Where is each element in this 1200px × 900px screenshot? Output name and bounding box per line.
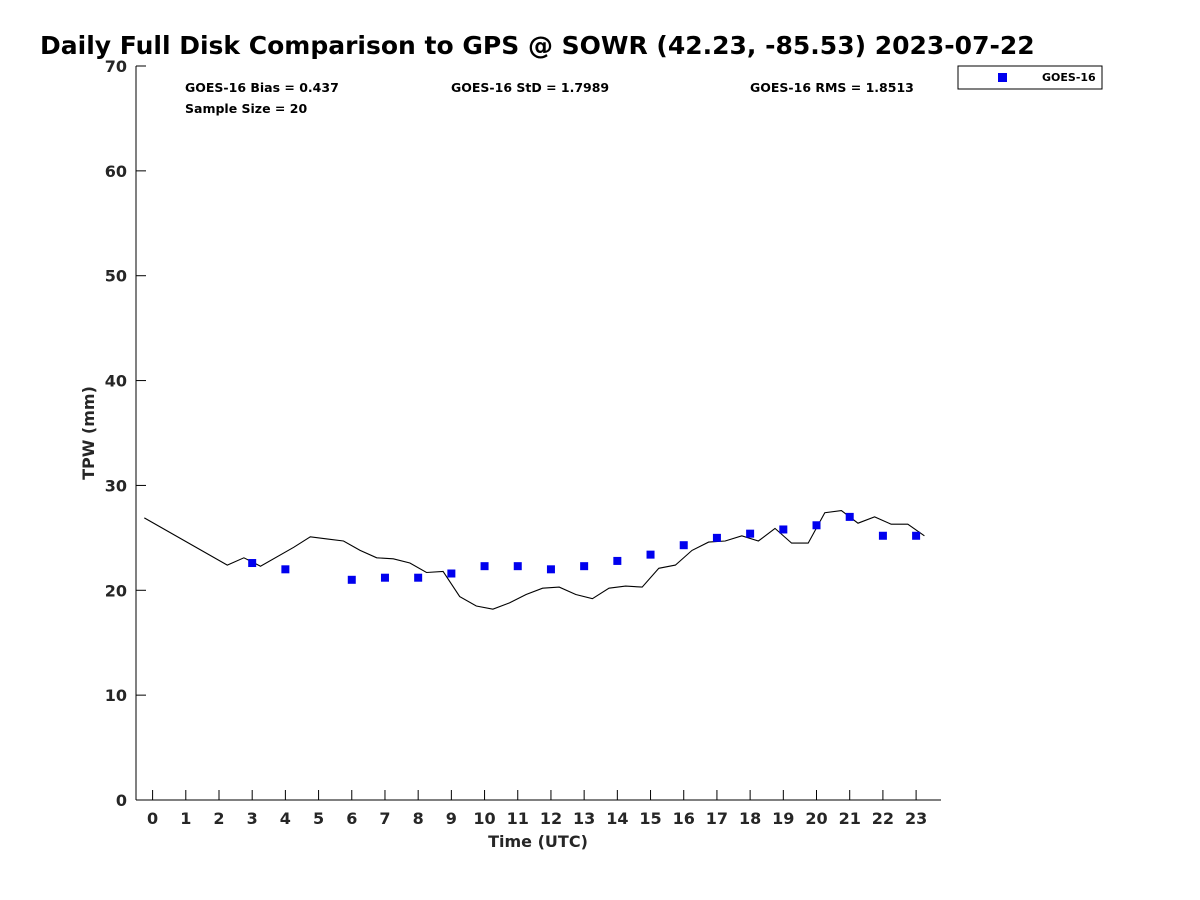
- y-tick-label: 70: [105, 57, 127, 76]
- x-tick-label: 2: [213, 809, 224, 828]
- goes16-point: [679, 541, 688, 550]
- ticks: 0 1 2 3 4 5 6 7 8 9 10 11 12 13 14 15 16 17 18 19 20 21 22 2301…: [105, 57, 928, 828]
- stat-sample-size: Sample Size = 20: [185, 101, 307, 116]
- x-tick-label: 4: [280, 809, 291, 828]
- goes16-point: [347, 575, 356, 584]
- x-tick-label: 11: [507, 809, 529, 828]
- x-tick-label: 1: [180, 809, 191, 828]
- y-tick-label: 0: [116, 791, 127, 810]
- x-tick-label: 8: [413, 809, 424, 828]
- y-tick-label: 60: [105, 162, 127, 181]
- y-tick-label: 40: [105, 372, 127, 391]
- goes16-point: [912, 531, 921, 540]
- x-tick-label: 21: [839, 809, 861, 828]
- x-tick-label: 0: [147, 809, 158, 828]
- x-tick-label: 3: [247, 809, 258, 828]
- goes16-point: [613, 556, 622, 565]
- goes16-point: [845, 512, 854, 521]
- y-tick-label: 10: [105, 686, 127, 705]
- x-axis-label: Time (UTC): [488, 832, 588, 851]
- goes16-point: [779, 525, 788, 534]
- x-tick-label: 9: [446, 809, 457, 828]
- y-tick-label: 20: [105, 581, 127, 600]
- x-tick-label: 19: [772, 809, 794, 828]
- x-tick-label: 16: [673, 809, 695, 828]
- x-tick-label: 7: [379, 809, 390, 828]
- legend-marker-goes16: [998, 73, 1007, 82]
- x-tick-label: 23: [905, 809, 927, 828]
- y-axis-label: TPW (mm): [79, 386, 98, 480]
- chart-title: Daily Full Disk Comparison to GPS @ SOWR…: [40, 31, 1035, 60]
- x-tick-label: 18: [739, 809, 761, 828]
- goes16-point: [712, 533, 721, 542]
- series-layer: [144, 510, 925, 610]
- legend: GOES-16: [957, 65, 1103, 90]
- stat-std: GOES-16 StD = 1.7989: [451, 80, 609, 95]
- goes16-point: [646, 550, 655, 559]
- goes16-point: [746, 529, 755, 538]
- axes: [135, 66, 941, 801]
- x-tick-label: 22: [872, 809, 894, 828]
- y-tick-label: 30: [105, 476, 127, 495]
- x-tick-label: 17: [706, 809, 728, 828]
- gps-tpw-line: [144, 510, 925, 610]
- goes16-point: [414, 573, 423, 582]
- stat-rms: GOES-16 RMS = 1.8513: [750, 80, 914, 95]
- goes16-point: [447, 569, 456, 578]
- x-tick-label: 12: [540, 809, 562, 828]
- x-tick-label: 6: [346, 809, 357, 828]
- x-tick-label: 5: [313, 809, 324, 828]
- legend-box: [957, 65, 1103, 90]
- goes16-point: [812, 521, 821, 530]
- goes16-point: [380, 573, 389, 582]
- x-tick-label: 20: [805, 809, 827, 828]
- stat-bias: GOES-16 Bias = 0.437: [185, 80, 339, 95]
- goes16-point: [480, 562, 489, 571]
- goes16-point: [513, 562, 522, 571]
- goes16-point: [281, 565, 290, 574]
- goes16-point: [878, 531, 887, 540]
- goes16-point: [580, 562, 589, 571]
- x-tick-label: 13: [573, 809, 595, 828]
- goes16-point: [546, 565, 555, 574]
- y-tick-label: 50: [105, 267, 127, 286]
- x-tick-label: 14: [606, 809, 628, 828]
- legend-label-goes16: GOES-16: [1042, 71, 1096, 84]
- goes16-point: [248, 559, 257, 568]
- x-tick-label: 10: [473, 809, 495, 828]
- x-tick-label: 15: [639, 809, 661, 828]
